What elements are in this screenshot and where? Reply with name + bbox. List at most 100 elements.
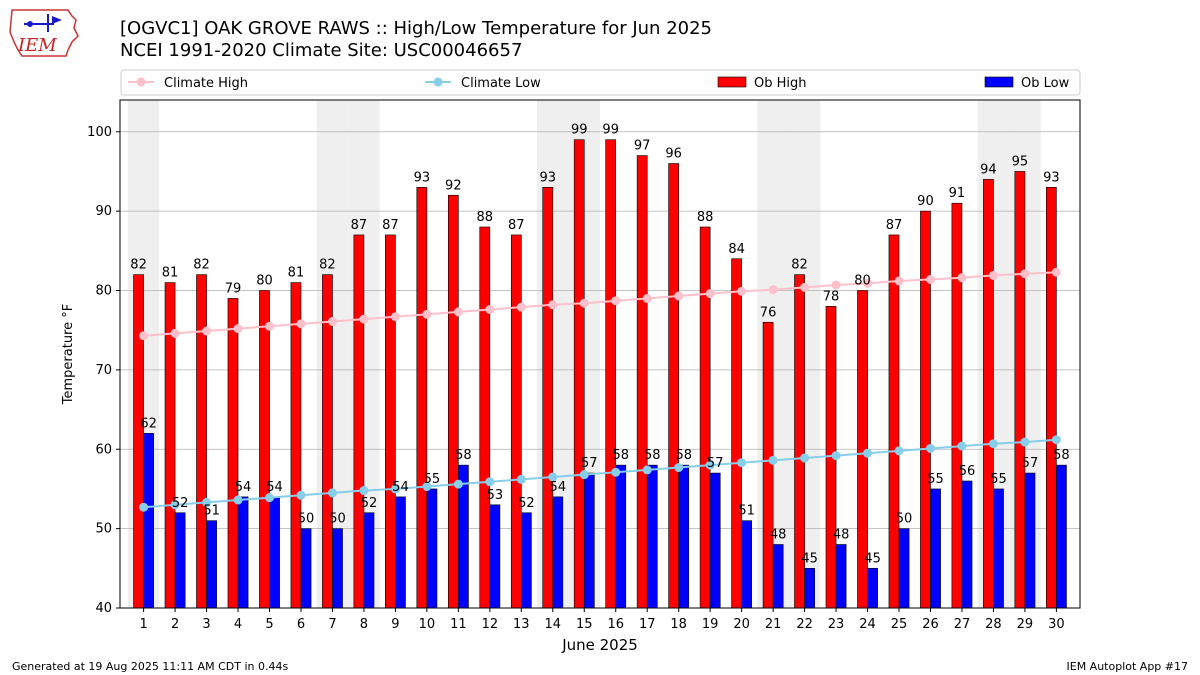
climate-low-point [453,479,463,489]
footer-app: IEM Autoplot App #17 [1066,660,1189,673]
x-tick-label: 22 [796,617,813,632]
climate-low-point [831,451,841,461]
ob-low-bar [615,464,627,609]
climate-high-point [988,270,998,280]
iowa-outline-icon [9,9,79,57]
x-tick-label: 16 [607,617,624,632]
climate-low-point [642,465,652,475]
x-tick-label: 11 [450,617,467,632]
ob-high-label: 87 [886,218,903,233]
climate-high-line [143,271,1057,337]
ob-low-label: 54 [266,480,283,495]
x-tick-label: 20 [733,617,750,632]
x-tick-label: 9 [391,617,399,632]
ob-low-bar [993,488,1004,609]
ob-high-label: 93 [539,170,556,185]
ob-high-bar [447,194,459,609]
x-tick-label: 30 [1048,617,1065,632]
ob-high-bar [983,179,994,609]
iem-logo: IEM [9,9,79,57]
ob-high-bar [762,321,774,609]
climate-high-point [390,312,400,322]
ob-low-label: 55 [990,472,1007,487]
climate-high-point [768,285,778,295]
y-tick-label: 70 [95,363,112,378]
ob-low-bar [395,496,406,609]
ob-high-bar [479,226,491,609]
ob-high-label: 76 [760,305,777,320]
ob-low-bar [143,433,154,609]
climate-low-point [988,439,998,449]
ob-low-label: 57 [1022,456,1039,471]
ob-high-bar [920,210,931,609]
climate-high-point [422,309,432,319]
ob-high-label: 88 [697,210,714,225]
x-axis-label: June 2025 [561,636,638,654]
x-tick-label: 14 [545,617,562,632]
climate-high-point [170,328,180,338]
climate-low-point [957,441,967,451]
ob-low-bar [552,496,564,609]
ob-low-label: 58 [675,448,692,463]
ob-low-bar [489,504,501,609]
ob-high-label: 90 [917,194,934,209]
ob-low-bar [867,568,878,609]
climate-low-point [202,497,212,507]
ob-low-bar [237,496,249,609]
climate-high-point [831,280,841,290]
climate-high-point [737,286,747,296]
ob-high-label: 82 [319,258,336,273]
ob-high-bar [951,202,963,609]
ob-low-label: 50 [298,512,315,527]
climate-high-point [925,274,935,284]
ob-low-bar [583,472,595,609]
legend-bar-swatch [984,76,1014,88]
ob-high-label: 81 [288,266,305,281]
ob-high-bar [385,234,396,609]
climate-high-point [894,276,904,286]
ob-low-label: 54 [392,480,409,495]
climate-low-point [925,443,935,453]
ob-high-label: 81 [162,266,179,281]
ob-low-bar [898,528,910,609]
ob-high-bar [510,234,522,609]
x-tick-label: 17 [639,617,656,632]
ob-low-label: 58 [1053,448,1070,463]
ob-high-bar [416,187,428,609]
ob-low-label: 57 [581,456,598,471]
ob-low-label: 52 [361,496,378,511]
ob-high-label: 82 [193,258,210,273]
climate-low-point [170,500,180,510]
x-tick-label: 23 [828,617,845,632]
ob-high-bar [196,274,207,609]
x-tick-label: 8 [360,617,368,632]
climate-low-point [1051,435,1061,445]
y-tick-label: 50 [95,522,112,537]
climate-high-point [327,316,337,326]
climate-high-point [642,293,652,303]
chart-title-line1: [OGVC1] OAK GROVE RAWS :: High/Low Tempe… [120,18,712,39]
ob-high-label: 91 [949,186,966,201]
ob-low-label: 50 [896,512,913,527]
ob-low-label: 54 [550,480,567,495]
ob-low-bar [772,544,784,609]
ob-high-bar [1014,171,1026,609]
ob-low-label: 48 [770,528,787,543]
legend-box [120,69,1081,96]
ob-low-bar [269,496,280,609]
climate-high-point [265,321,275,331]
climate-high-point [1051,267,1061,277]
climate-low-point [422,482,432,492]
x-tick-label: 29 [1017,617,1034,632]
climate-low-point [800,453,810,463]
x-tick-label: 15 [576,617,593,632]
x-tick-label: 1 [139,617,147,632]
ob-high-label: 93 [1043,170,1060,185]
climate-low-point [863,448,873,458]
climate-low-point [485,477,495,487]
ob-low-label: 52 [172,496,189,511]
legend-bar-swatch [717,76,747,88]
x-tick-label: 5 [265,617,273,632]
ob-low-label: 55 [424,472,441,487]
